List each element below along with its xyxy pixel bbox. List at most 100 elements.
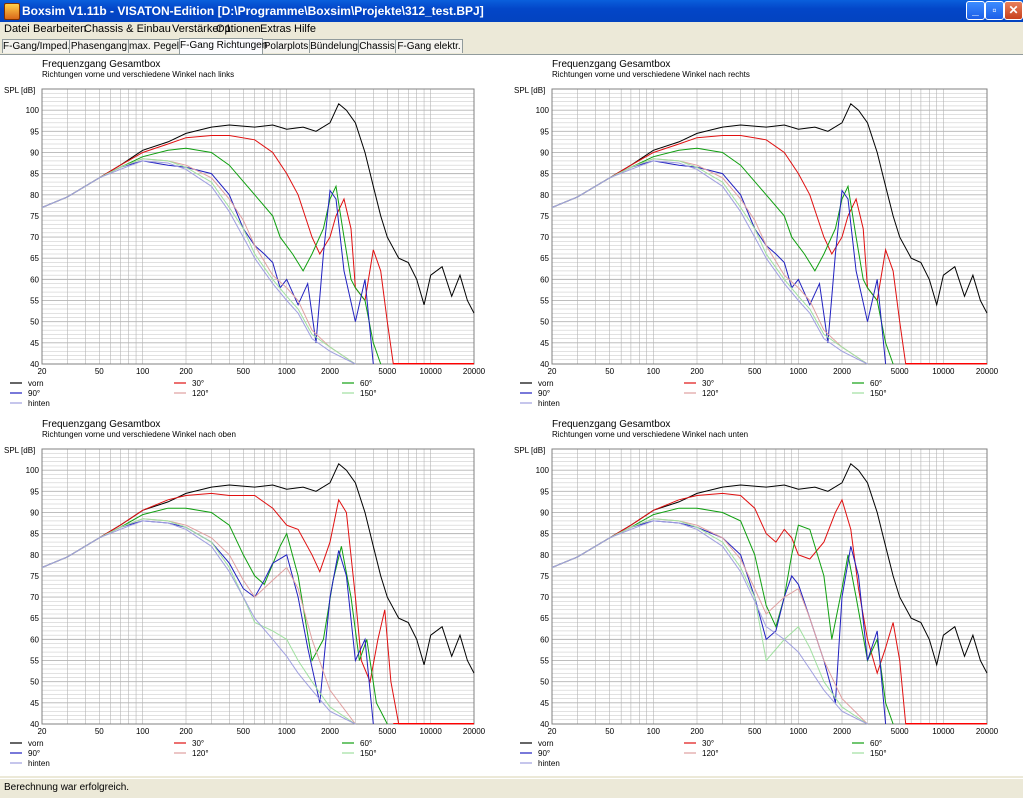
- tab-polarplots[interactable]: Polarplots: [262, 39, 310, 53]
- y-tick-label: 100: [536, 466, 550, 475]
- y-tick-label: 40: [30, 720, 39, 729]
- x-tick-label: 20000: [463, 727, 486, 736]
- legend-label: 120°: [702, 389, 719, 398]
- series-line-5: [551, 158, 868, 365]
- x-tick-label: 200: [179, 727, 193, 736]
- y-tick-label: 100: [26, 106, 40, 115]
- x-tick-label: 200: [690, 367, 704, 376]
- close-button[interactable]: ✕: [1004, 1, 1023, 20]
- y-tick-label: 45: [540, 699, 549, 708]
- y-tick-label: 75: [30, 572, 39, 581]
- title-bar: Boxsim V1.11b - VISATON-Edition [D:\Prog…: [0, 0, 1023, 22]
- series-line-1: [41, 135, 474, 365]
- series-line-6: [551, 520, 868, 725]
- y-tick-label: 65: [30, 614, 39, 623]
- tab-fgang-elektr[interactable]: F-Gang elektr.: [395, 39, 463, 53]
- tab-fgang-richtungen[interactable]: F-Gang Richtungen: [179, 38, 267, 54]
- y-tick-label: 85: [540, 530, 549, 539]
- x-tick-label: 50: [605, 727, 614, 736]
- x-tick-label: 500: [237, 367, 251, 376]
- x-tick-label: 2000: [321, 727, 339, 736]
- menu-bearbeiten[interactable]: Bearbeiten: [33, 23, 87, 35]
- y-tick-label: 100: [26, 466, 40, 475]
- series-line-2: [41, 507, 388, 725]
- legend-label: 60°: [870, 739, 882, 748]
- y-tick-label: 50: [30, 318, 39, 327]
- y-tick-label: 70: [30, 593, 39, 602]
- y-tick-label: 95: [540, 127, 549, 136]
- status-bar: Berechnung war erfolgreich.: [0, 778, 1023, 798]
- series-line-0: [551, 102, 988, 314]
- chart-title: Frequenzgang Gesamtbox: [42, 59, 160, 70]
- y-tick-label: 60: [540, 275, 549, 284]
- tab-buendelung[interactable]: Bündelung: [309, 39, 359, 53]
- chart-subtitle: Richtungen vorne und verschiedene Winkel…: [552, 70, 750, 79]
- legend-label: 60°: [360, 739, 372, 748]
- minimize-button[interactable]: _: [966, 1, 985, 20]
- x-tick-label: 5000: [378, 727, 396, 736]
- y-axis-label: SPL [dB]: [4, 86, 35, 95]
- legend-label: 90°: [28, 389, 40, 398]
- y-tick-label: 85: [30, 170, 39, 179]
- maximize-button[interactable]: ▫: [985, 1, 1004, 20]
- y-tick-label: 60: [540, 635, 549, 644]
- y-tick-label: 65: [30, 254, 39, 263]
- tab-max-pegel[interactable]: max. Pegel: [128, 39, 180, 53]
- plot-frame: [41, 448, 475, 725]
- tab-fgang-imped[interactable]: F-Gang/Imped.: [2, 39, 71, 53]
- y-tick-label: 80: [30, 551, 39, 560]
- y-tick-label: 40: [540, 720, 549, 729]
- tab-phasengang[interactable]: Phasengang: [69, 39, 129, 53]
- y-tick-label: 90: [30, 148, 39, 157]
- x-tick-label: 50: [605, 367, 614, 376]
- chart-subtitle: Richtungen vorne und verschiedene Winkel…: [42, 430, 236, 439]
- menu-hilfe[interactable]: Hilfe: [294, 23, 317, 35]
- y-tick-label: 90: [30, 508, 39, 517]
- y-tick-label: 95: [30, 127, 39, 136]
- y-tick-label: 100: [536, 106, 550, 115]
- y-tick-label: 70: [540, 593, 549, 602]
- menu-datei[interactable]: Datei: [4, 23, 30, 35]
- y-tick-label: 60: [30, 275, 39, 284]
- y-tick-label: 55: [540, 297, 549, 306]
- menu-extras[interactable]: Extras: [260, 23, 292, 35]
- y-tick-label: 75: [540, 572, 549, 581]
- legend-label: 120°: [192, 389, 209, 398]
- y-tick-label: 95: [540, 487, 549, 496]
- y-tick-label: 40: [30, 360, 39, 369]
- legend-label: 90°: [538, 749, 550, 758]
- y-tick-label: 85: [540, 170, 549, 179]
- x-tick-label: 20: [38, 367, 47, 376]
- y-tick-label: 50: [540, 678, 549, 687]
- series-line-2: [41, 147, 382, 365]
- y-tick-label: 70: [30, 233, 39, 242]
- x-tick-label: 100: [647, 367, 661, 376]
- x-tick-label: 2000: [321, 367, 339, 376]
- menu-chassis-einbau[interactable]: Chassis & Einbau: [84, 23, 171, 35]
- legend-label: 60°: [360, 379, 372, 388]
- legend-label: 30°: [192, 379, 204, 388]
- x-tick-label: 1000: [278, 367, 296, 376]
- series-line-0: [41, 102, 475, 314]
- y-tick-label: 70: [540, 233, 549, 242]
- tab-chassis[interactable]: Chassis: [358, 39, 396, 53]
- y-tick-label: 50: [540, 318, 549, 327]
- x-tick-label: 2000: [833, 727, 851, 736]
- y-tick-label: 45: [30, 339, 39, 348]
- y-tick-label: 45: [30, 699, 39, 708]
- chart-subtitle: Richtungen vorne und verschiedene Winkel…: [42, 70, 234, 79]
- legend-label: 150°: [870, 389, 887, 398]
- menu-optionen[interactable]: Optionen: [216, 23, 261, 35]
- x-tick-label: 10000: [932, 727, 955, 736]
- series-line-5: [41, 158, 356, 365]
- y-axis-label: SPL [dB]: [514, 86, 545, 95]
- legend-label: hinten: [538, 759, 560, 768]
- menu-verstaerker[interactable]: Verstärker 1: [172, 23, 232, 35]
- y-tick-label: 60: [30, 635, 39, 644]
- y-tick-label: 55: [30, 297, 39, 306]
- plot-frame: [551, 88, 988, 365]
- legend-label: 150°: [360, 749, 377, 758]
- y-tick-label: 55: [540, 657, 549, 666]
- legend-label: vorn: [538, 739, 554, 748]
